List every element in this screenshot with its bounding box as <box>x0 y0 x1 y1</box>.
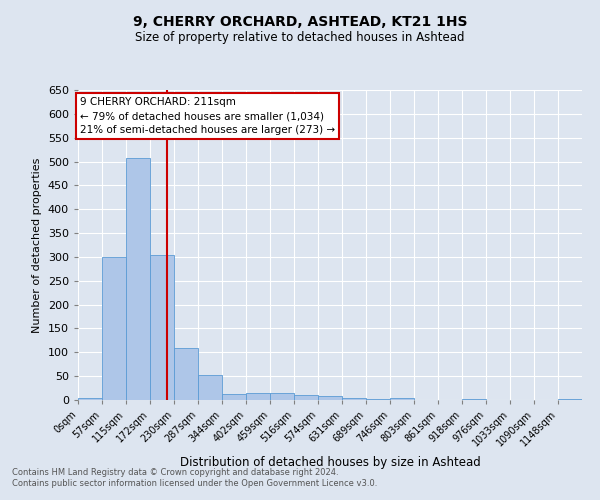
Text: Contains HM Land Registry data © Crown copyright and database right 2024.: Contains HM Land Registry data © Crown c… <box>12 468 338 477</box>
Text: 9 CHERRY ORCHARD: 211sqm
← 79% of detached houses are smaller (1,034)
21% of sem: 9 CHERRY ORCHARD: 211sqm ← 79% of detach… <box>80 97 335 135</box>
Bar <box>222 394 246 400</box>
Bar <box>294 395 318 400</box>
Bar <box>174 348 198 400</box>
Text: 9, CHERRY ORCHARD, ASHTEAD, KT21 1HS: 9, CHERRY ORCHARD, ASHTEAD, KT21 1HS <box>133 16 467 30</box>
Bar <box>342 398 366 400</box>
Text: Contains public sector information licensed under the Open Government Licence v3: Contains public sector information licen… <box>12 480 377 488</box>
Bar <box>126 158 150 400</box>
Bar <box>198 374 222 400</box>
Bar <box>150 256 174 400</box>
Bar <box>102 257 126 400</box>
Bar <box>246 393 270 400</box>
X-axis label: Distribution of detached houses by size in Ashtead: Distribution of detached houses by size … <box>179 456 481 469</box>
Bar <box>78 398 102 400</box>
Bar <box>318 396 342 400</box>
Bar <box>558 398 582 400</box>
Bar <box>390 398 414 400</box>
Y-axis label: Number of detached properties: Number of detached properties <box>32 158 42 332</box>
Bar <box>270 393 294 400</box>
Bar <box>366 398 390 400</box>
Bar <box>462 398 486 400</box>
Text: Size of property relative to detached houses in Ashtead: Size of property relative to detached ho… <box>135 31 465 44</box>
